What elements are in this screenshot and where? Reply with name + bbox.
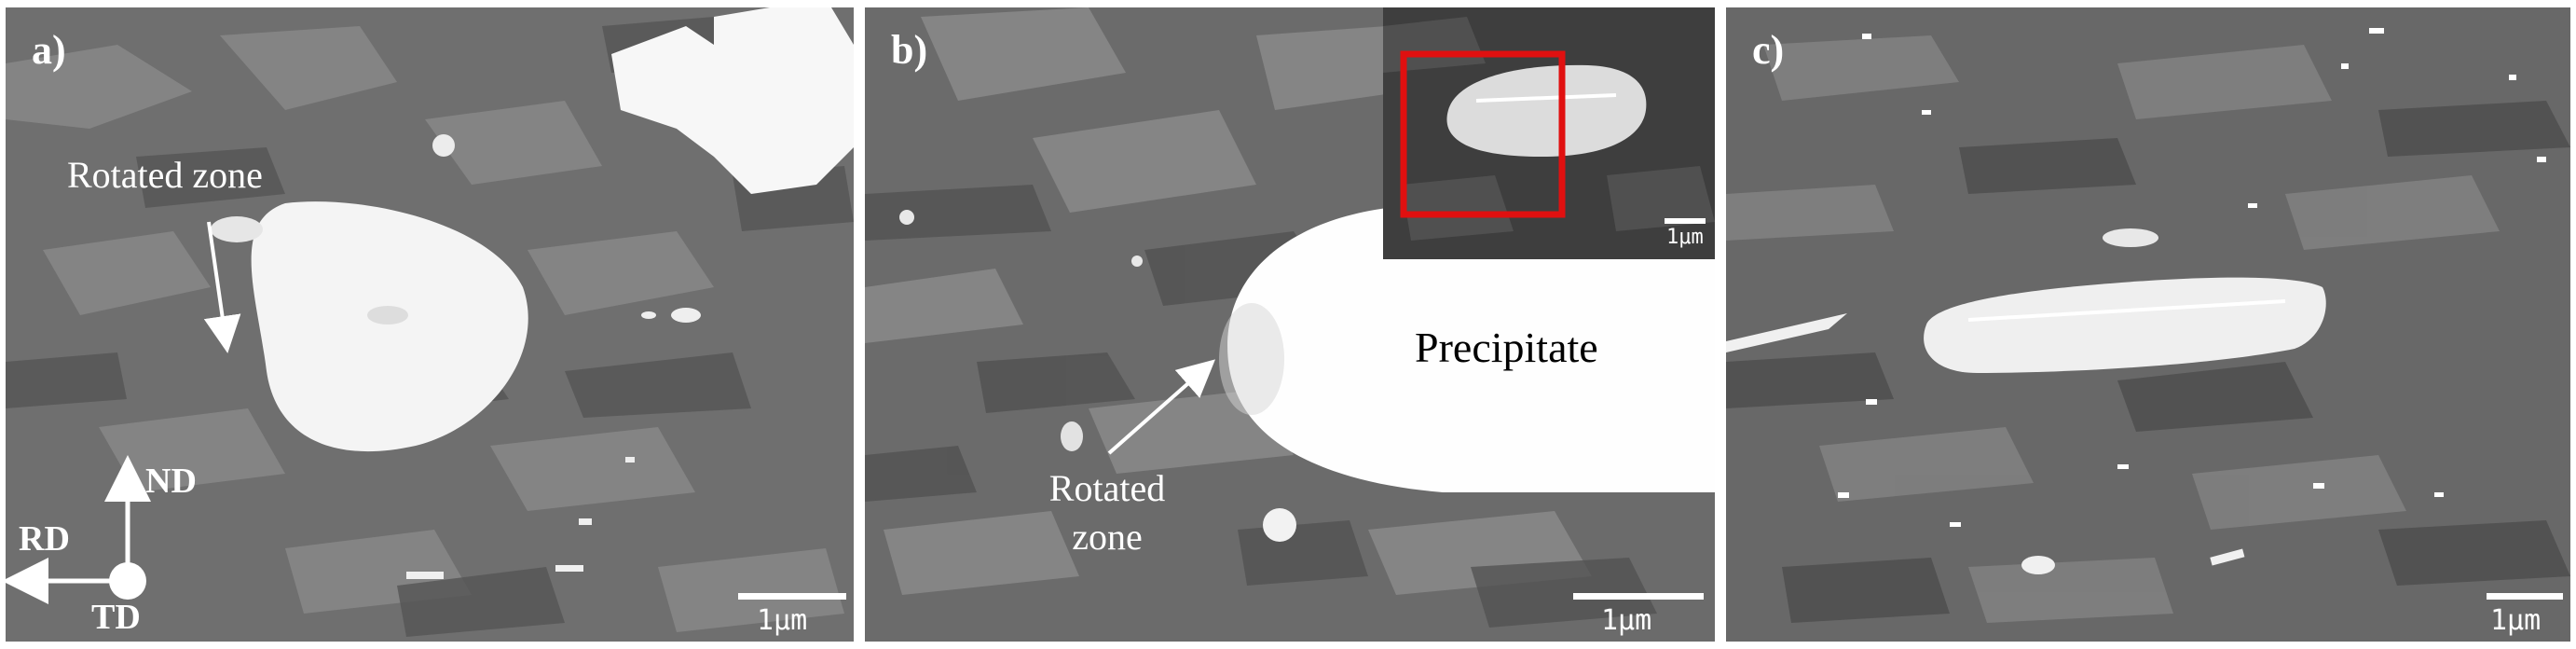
scale-bar-c (2487, 593, 2563, 600)
scale-label-b: 1μm (1601, 604, 1652, 637)
precipitate-label: Precipitate (1415, 324, 1598, 371)
rotated-zone-line1: Rotated (1048, 467, 1166, 509)
annotation-arrow-b (1107, 359, 1215, 455)
inset-texture (1383, 7, 1715, 259)
grain-texture-a (6, 7, 854, 642)
inset-image-b: 1μm (1383, 7, 1715, 259)
scale-label-c: 1μm (2490, 604, 2542, 637)
inset-scale-label: 1μm (1666, 226, 1704, 249)
micrograph-panel-b: b) Precipitate Rotated zone 1μm 1μm (865, 7, 1715, 642)
rotated-zone-line2: zone (1072, 516, 1143, 558)
axis-nd-label: ND (145, 462, 197, 501)
rotated-zone-annotation-b: Rotated zone (1023, 464, 1191, 561)
scale-label-a: 1μm (757, 604, 808, 637)
axis-rd-label: RD (19, 519, 70, 559)
axis-td-label: TD (91, 598, 141, 637)
grain-texture-c (1726, 7, 2570, 642)
panel-label-b: b) (891, 27, 928, 73)
highlight-box (1400, 50, 1566, 218)
rotated-zone-annotation-a: Rotated zone (67, 154, 263, 196)
micrograph-panel-a: a) Rotated zone ND RD TD 1μm (6, 7, 854, 642)
annotation-arrows-a (6, 221, 241, 604)
panel-label-a: a) (32, 27, 66, 73)
micrograph-panel-c: c) 1μm (1726, 7, 2570, 642)
scale-bar-a (738, 593, 846, 600)
panel-label-c: c) (1752, 27, 1785, 73)
scale-bar-b (1573, 593, 1704, 600)
